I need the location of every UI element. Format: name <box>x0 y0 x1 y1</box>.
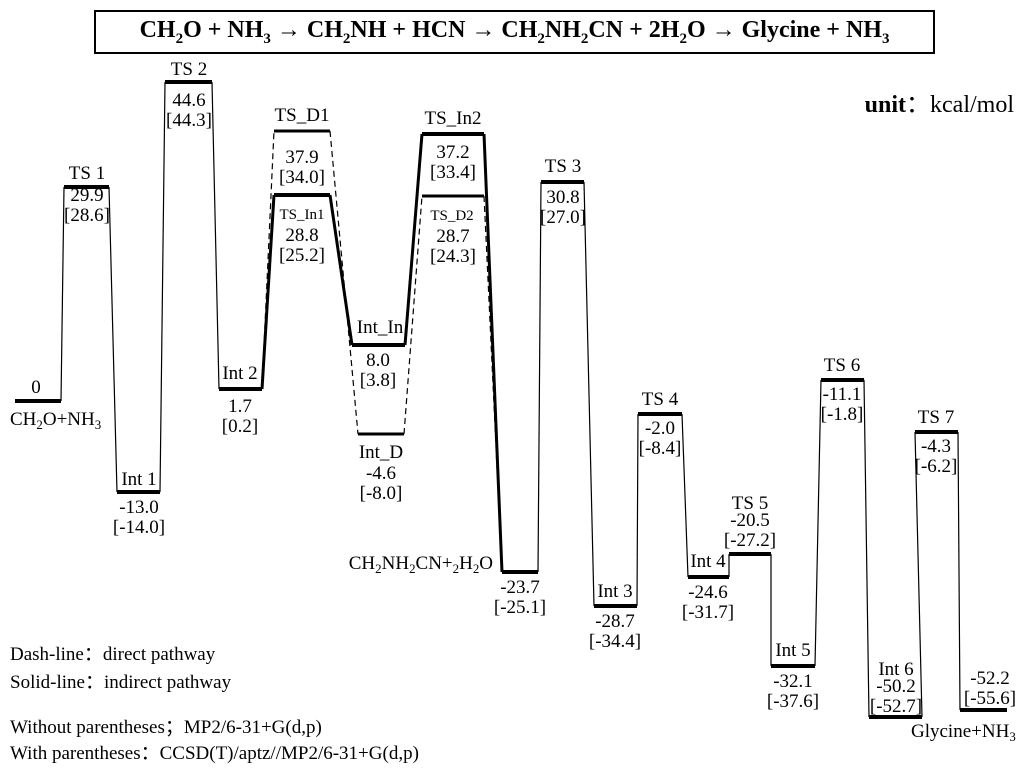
level-mp2-int1: -13.0 <box>119 497 159 518</box>
connector-int2-to-ts-in1 <box>260 194 276 390</box>
level-ccsd-ts6: [-1.8] <box>821 404 864 425</box>
level-mp2-products: -52.2 <box>970 668 1010 689</box>
level-mp2-ts-in2: 37.2 <box>436 142 469 163</box>
connector-reactants-to-ts1 <box>60 186 65 402</box>
legend-solid-line: Solid-line：indirect pathway <box>10 672 232 693</box>
level-name-int-d: Int_D <box>359 442 403 463</box>
connector-int1-to-ts2 <box>159 81 166 493</box>
legend-dash-line: Dash-line：direct pathway <box>10 644 216 665</box>
level-mp2-ts-d1: 37.9 <box>285 147 318 168</box>
level-mp2-ts3: 30.8 <box>546 187 579 208</box>
level-mp2-ts6: -11.1 <box>823 384 862 405</box>
level-mp2-int2: 1.7 <box>228 396 252 417</box>
connector-int6-to-ts7 <box>914 431 923 718</box>
connector-ts-in1-to-int-in <box>328 194 354 346</box>
level-name-aminoacetonitrile: CH2​NH2​CN+2​H2​O <box>349 553 493 576</box>
legend-without-parentheses: Without parentheses；MP2/6-31+G(d,p) <box>10 717 322 738</box>
connector-int5-to-ts6 <box>814 379 822 667</box>
level-ccsd-int1: [-14.0] <box>113 517 165 538</box>
level-name-ts6: TS 6 <box>824 355 860 376</box>
level-name-ts2: TS 2 <box>171 59 207 80</box>
level-name-int6: Int 6 <box>878 659 913 680</box>
connector-ts1-to-int1 <box>108 186 118 493</box>
level-ccsd-ts2: [44.3] <box>166 110 212 131</box>
connector-int-in-to-ts-in2 <box>403 133 424 346</box>
level-mp2-ts2: 44.6 <box>172 90 205 111</box>
level-ccsd-ts1: [28.6] <box>64 205 110 226</box>
level-name-ts-d2: TS_D2 <box>430 208 473 224</box>
level-ccsd-products: [-55.6] <box>964 688 1016 709</box>
level-ccsd-aminoacetonitrile: [-25.1] <box>494 597 546 618</box>
level-name-products: Glycine+NH3​ <box>911 721 1016 744</box>
level-name-ts5: TS 5 <box>732 493 768 514</box>
level-ccsd-int4: [-31.7] <box>682 602 734 623</box>
level-mp2-ts4: -2.0 <box>645 418 675 439</box>
level-name-ts1: TS 1 <box>69 163 105 184</box>
level-mp2-int-d: -4.6 <box>366 463 396 484</box>
level-ccsd-ts4: [-8.4] <box>639 438 682 459</box>
level-name-ts4: TS 4 <box>642 389 679 410</box>
level-ccsd-int3: [-34.4] <box>589 631 641 652</box>
connector-int3-to-ts4 <box>636 413 639 607</box>
energy-levels <box>15 80 1007 719</box>
level-mp2-ts7: -4.3 <box>921 436 951 457</box>
level-mp2-ts-in1: 28.8 <box>285 225 318 246</box>
level-name-ts7: TS 7 <box>918 407 954 428</box>
level-mp2-int-in: 8.0 <box>366 350 390 371</box>
reaction-title: CH2O + NH3 → CH2NH + HCN → CH2NH2CN + 2H… <box>94 10 935 54</box>
level-ccsd-int-in: [3.8] <box>360 370 396 391</box>
level-ccsd-int2: [0.2] <box>222 416 258 437</box>
connector-ts4-to-int4 <box>681 413 689 578</box>
level-ccsd-ts3: [27.0] <box>540 207 586 228</box>
level-mp2-int5: -32.1 <box>773 671 813 692</box>
level-ccsd-ts-d1: [34.0] <box>279 167 325 188</box>
level-ccsd-int-d: [-8.0] <box>360 483 403 504</box>
level-name-ts-in2: TS_In2 <box>425 108 482 129</box>
level-mp2-int4: -24.6 <box>688 582 728 603</box>
level-ccsd-ts5: [-27.2] <box>724 530 776 551</box>
level-name-ts3: TS 3 <box>545 156 581 177</box>
legend-with-parentheses: With parentheses：CCSD(T)/aptz//MP2/6-31+… <box>10 743 419 764</box>
unit-label: unit：kcal/mol <box>865 84 1014 119</box>
level-labels: CH2​O+NH3​ 0 TS 129.9[28.6] Int 1 -13.0[-14.… <box>10 59 1016 744</box>
level-name-int1: Int 1 <box>121 469 156 490</box>
connector-lines <box>60 81 961 718</box>
connector-aminoacetonitrile-to-ts3 <box>537 181 542 573</box>
level-mp2-reactants: 0 <box>31 377 41 398</box>
level-name-ts-d1: TS_D1 <box>275 105 330 126</box>
level-name-ts-in1: TS_In1 <box>280 207 325 223</box>
level-ccsd-int5: [-37.6] <box>767 691 819 712</box>
level-mp2-ts5: -20.5 <box>730 510 770 531</box>
connector-ts7-to-products <box>957 431 961 711</box>
unit-value: ：kcal/mol <box>906 92 1014 118</box>
level-ccsd-ts-in2: [33.4] <box>430 162 476 183</box>
level-mp2-ts1: 29.9 <box>70 185 103 206</box>
connector-ts-in2-to-aminoacetonitrile <box>482 133 504 573</box>
level-name-int3: Int 3 <box>597 581 632 602</box>
level-name-reactants: CH2​O+NH3​ <box>10 409 101 432</box>
level-ccsd-int6: [-52.7] <box>870 696 922 717</box>
level-ccsd-ts-in1: [25.2] <box>279 245 325 266</box>
level-mp2-aminoacetonitrile: -23.7 <box>500 577 540 598</box>
level-name-int4: Int 4 <box>690 551 726 572</box>
level-mp2-int3: -28.7 <box>595 611 635 632</box>
reaction-scheme-text: CH2O + NH3 → CH2NH + HCN → CH2NH2CN + 2H… <box>139 16 890 47</box>
unit-word: unit <box>864 92 907 118</box>
level-name-int-in: Int_In <box>357 317 404 338</box>
level-mp2-ts-d2: 28.7 <box>436 226 469 247</box>
level-ccsd-ts7: [-6.2] <box>915 456 958 477</box>
connector-ts3-to-int3 <box>583 181 595 607</box>
level-ccsd-ts-d2: [24.3] <box>430 246 476 267</box>
connector-ts6-to-int6 <box>863 379 870 718</box>
level-name-int5: Int 5 <box>775 640 810 661</box>
connector-ts2-to-int2 <box>211 81 220 390</box>
level-name-int2: Int 2 <box>222 363 257 384</box>
level-mp2-int6: -50.2 <box>876 676 916 697</box>
